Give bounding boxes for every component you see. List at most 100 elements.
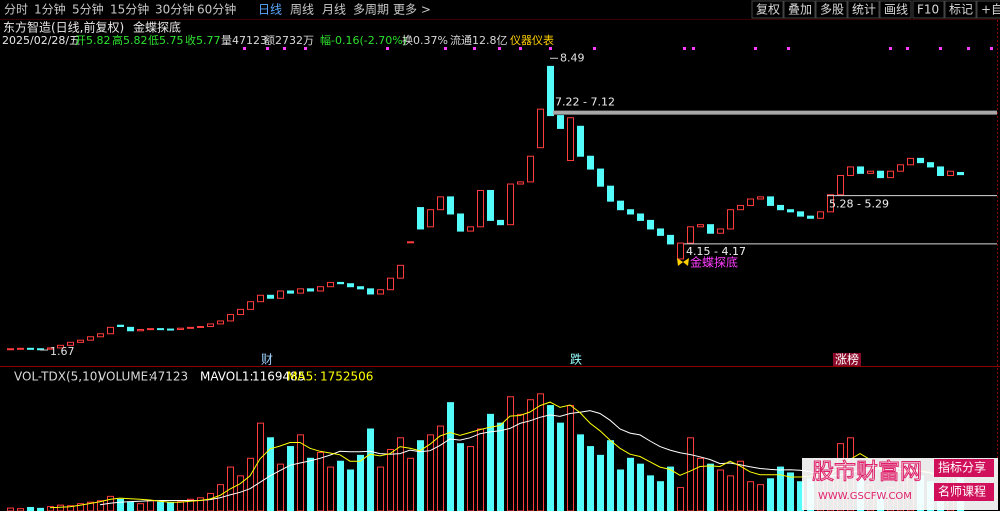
candle-body: [277, 290, 284, 299]
candle-body: [787, 209, 794, 213]
volume-bar: [457, 443, 464, 511]
signal-dot: [243, 47, 246, 50]
event-label: 跌: [570, 352, 582, 367]
candle-body: [17, 347, 24, 350]
candle-body: [127, 326, 134, 332]
candle-body: [267, 294, 274, 299]
volume-title: VOL-TDX(5,10): [14, 370, 102, 384]
volume-bar: [137, 503, 144, 511]
signal-dot: [593, 47, 596, 50]
candle-body: [87, 336, 94, 341]
signal-dot: [444, 47, 447, 50]
period-tab[interactable]: 月线: [322, 3, 346, 17]
candle-body: [597, 168, 604, 187]
volume-bar: [207, 492, 214, 511]
toolbar-button[interactable]: 叠加: [788, 3, 812, 17]
volume-bar: [47, 506, 54, 511]
volume-bar: [127, 501, 134, 511]
period-tab[interactable]: 60分钟: [197, 2, 236, 17]
volume-bar: [617, 469, 624, 511]
candle-body: [627, 209, 634, 215]
toolbar-button[interactable]: F10: [917, 3, 939, 17]
volume-bar: [297, 434, 304, 511]
volume-bar: [747, 481, 754, 511]
candle-body: [477, 189, 484, 228]
signal-dot: [990, 47, 993, 50]
signal-dot: [498, 47, 501, 50]
toolbar-button-frame: [783, 0, 816, 19]
period-tab[interactable]: 30分钟: [155, 2, 194, 17]
toolbar-button[interactable]: 画线: [884, 3, 908, 17]
period-tab[interactable]: 15分钟: [110, 2, 149, 17]
candle-body: [507, 183, 514, 226]
volume-bar: [407, 457, 414, 511]
toolbar-button[interactable]: 复权: [756, 3, 780, 17]
candle-body: [167, 328, 174, 331]
candle-body: [807, 215, 814, 219]
volume-bar: [537, 393, 544, 511]
toolbar-button-frame: [751, 0, 784, 19]
candle-body: [217, 320, 224, 325]
candle-body: [327, 281, 334, 288]
volume-bar: [37, 507, 44, 511]
volume-bar: [257, 422, 264, 511]
candle-body: [797, 211, 804, 217]
level-label: 7.22 - 7.12: [555, 96, 615, 109]
candle-body: [687, 226, 694, 244]
period-tab[interactable]: 日线: [258, 3, 282, 17]
candle-body: [577, 125, 584, 157]
candle-body: [107, 326, 114, 335]
event-label: 财: [261, 353, 273, 367]
candle-body: [837, 174, 844, 196]
candle-body: [587, 155, 594, 170]
period-tab[interactable]: 5分钟: [72, 2, 104, 17]
event-badge: [833, 353, 861, 366]
period-tab[interactable]: 分时: [4, 3, 28, 17]
candle-body: [567, 117, 574, 162]
volume-bar: [527, 399, 534, 511]
candle-body: [157, 328, 164, 331]
period-tab[interactable]: 多周期: [353, 3, 389, 17]
period-tab[interactable]: 周线: [290, 3, 314, 17]
candle-body: [137, 328, 144, 332]
toolbar-button[interactable]: 统计: [852, 3, 876, 17]
period-tab[interactable]: 更多 >: [393, 3, 431, 17]
volume-bar: [467, 446, 474, 511]
signal-dot: [754, 47, 757, 50]
signal-dot: [692, 47, 695, 50]
volume-bar: [727, 475, 734, 511]
volume-bar: [247, 457, 254, 511]
toolbar-button-frame: [944, 0, 977, 19]
candle-body: [637, 213, 644, 221]
toolbar-button[interactable]: 多股: [820, 3, 844, 17]
candle-body: [867, 170, 874, 174]
volume-bar: [607, 440, 614, 511]
volume-bar: [337, 460, 344, 511]
toolbar-button[interactable]: 标记: [949, 3, 973, 17]
volume-bar: [707, 463, 714, 511]
candle-body: [667, 234, 674, 245]
candle-body: [377, 289, 384, 295]
candle-body: [747, 198, 754, 206]
candle-body: [927, 162, 934, 168]
volume-bar: [377, 466, 384, 511]
volume-bar: [437, 425, 444, 511]
volume-bar: [547, 405, 554, 511]
toolbar-button[interactable]: +自选: [981, 3, 1000, 17]
watermark-site: 股市财富网: [812, 460, 922, 485]
signal-dot: [304, 47, 307, 50]
candle-body: [297, 288, 304, 294]
candle-body: [537, 108, 544, 149]
candle-body: [317, 286, 324, 292]
candle-body: [207, 323, 214, 327]
volume-bar: [557, 422, 564, 511]
candle-body: [817, 211, 824, 219]
candle-body: [897, 164, 904, 172]
signal-dot: [266, 47, 269, 50]
candle-body: [547, 65, 554, 117]
volume-bar: [87, 501, 94, 511]
period-tab[interactable]: 1分钟: [34, 2, 66, 17]
candle-body: [887, 170, 894, 179]
volume-bar: [447, 402, 454, 511]
toolbar-button-frame: [847, 0, 880, 19]
